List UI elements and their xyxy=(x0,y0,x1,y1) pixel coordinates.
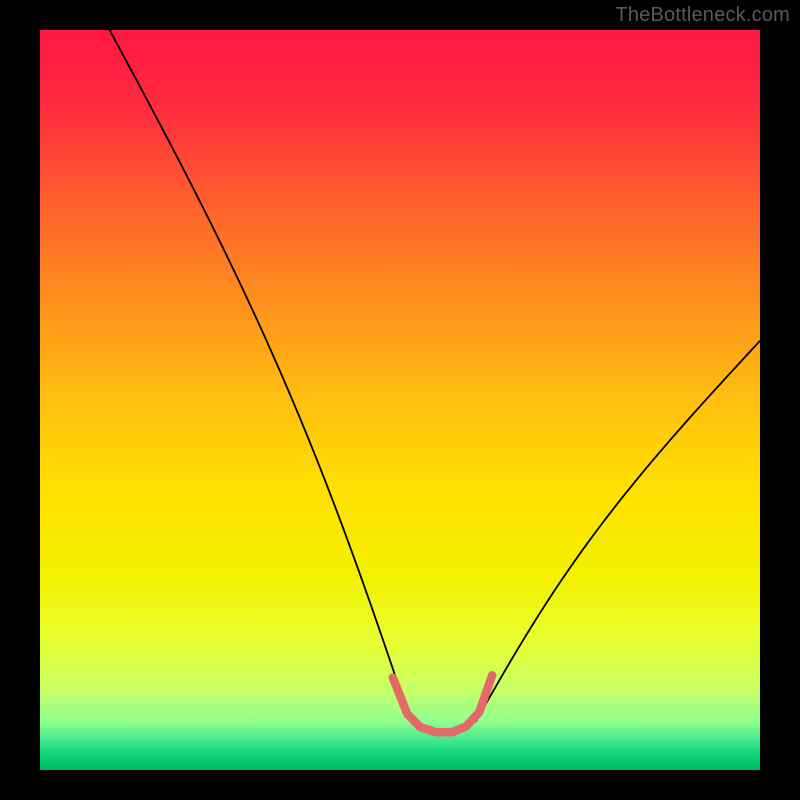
chart-background-gradient xyxy=(40,30,760,770)
watermark-text: TheBottleneck.com xyxy=(615,4,790,27)
bottleneck-chart xyxy=(0,0,800,800)
